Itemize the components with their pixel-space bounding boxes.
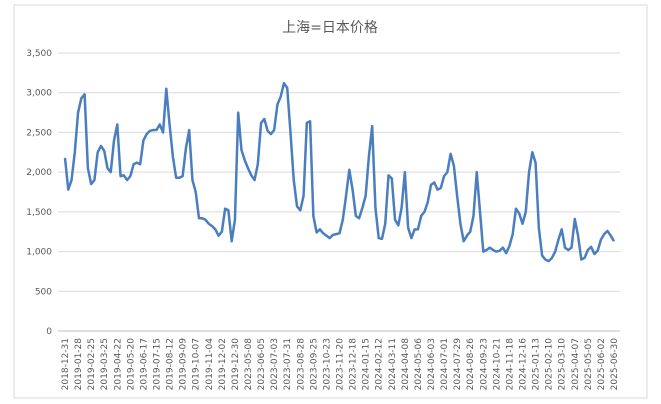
- y-tick-label: 3,500: [26, 49, 52, 59]
- y-tick-label: 500: [35, 287, 52, 297]
- x-tick-label: 2023-09-25: [309, 338, 319, 390]
- x-tick-label: 2024-09-23: [479, 338, 489, 390]
- x-tick-label: 2019-08-12: [166, 338, 176, 390]
- x-tick-label: 2019-06-17: [139, 338, 149, 390]
- x-tick-label: 2019-10-07: [192, 338, 202, 390]
- y-tick-label: 2,500: [26, 128, 52, 138]
- x-tick-label: 2024-01-15: [362, 338, 372, 390]
- x-tick-label: 2023-05-08: [244, 338, 254, 391]
- x-tick-label: 2024-10-21: [492, 338, 502, 390]
- x-tick-label: 2025-06-30: [610, 338, 620, 391]
- x-tick-label: 2025-01-13: [532, 338, 542, 390]
- x-tick-label: 2024-08-26: [466, 338, 476, 391]
- x-tick-label: 2019-07-15: [153, 338, 163, 390]
- x-tick-label: 2018-12-31: [61, 338, 71, 390]
- x-tick-label: 2023-11-20: [336, 338, 346, 391]
- x-tick-label: 2019-12-02: [218, 338, 228, 390]
- x-tick-label: 2019-02-25: [87, 338, 97, 390]
- x-tick-label: 2023-06-05: [257, 338, 267, 390]
- x-tick-label: 2024-07-29: [453, 338, 463, 391]
- x-tick-label: 2023-07-03: [270, 338, 280, 390]
- x-tick-label: 2023-12-18: [349, 338, 359, 391]
- x-tick-label: 2023-10-23: [322, 338, 332, 390]
- x-tick-label: 2024-12-16: [519, 338, 529, 391]
- x-tick-label: 2024-11-18: [505, 338, 515, 391]
- chart-title: 上海=日本价格: [282, 20, 378, 36]
- x-tick-label: 2025-04-07: [571, 338, 581, 390]
- x-tick-label: 2019-09-09: [179, 338, 189, 391]
- x-tick-label: 2019-11-04: [205, 338, 215, 391]
- x-tick-label: 2019-04-22: [113, 338, 123, 390]
- x-tick-label: 2019-03-25: [100, 338, 110, 390]
- x-tick-label: 2019-12-30: [231, 338, 241, 391]
- y-tick-label: 2,000: [26, 168, 52, 178]
- y-tick-label: 1,500: [26, 208, 52, 218]
- y-tick-label: 3,000: [26, 89, 52, 99]
- x-tick-label: 2019-01-28: [74, 338, 84, 391]
- x-tick-label: 2023-07-31: [283, 338, 293, 390]
- x-tick-label: 2025-03-10: [558, 338, 568, 391]
- x-tick-label: 2025-05-05: [584, 338, 594, 390]
- x-tick-label: 2024-06-03: [427, 338, 437, 390]
- data-line: [63, 81, 616, 263]
- x-tick-label: 2024-07-01: [440, 338, 450, 390]
- x-tick-label: 2024-05-06: [414, 338, 424, 391]
- chart-frame: [13, 4, 648, 399]
- x-tick-label: 2025-06-02: [597, 338, 607, 390]
- y-tick-label: 0: [46, 327, 52, 337]
- x-tick-label: 2019-05-20: [126, 338, 136, 391]
- x-tick-label: 2023-08-28: [296, 338, 306, 391]
- y-tick-label: 1,000: [26, 248, 52, 258]
- x-tick-label: 2024-02-12: [375, 338, 385, 390]
- x-tick-label: 2024-04-08: [401, 338, 411, 391]
- x-tick-label: 2024-03-11: [388, 338, 398, 390]
- x-tick-label: 2025-02-10: [545, 338, 555, 391]
